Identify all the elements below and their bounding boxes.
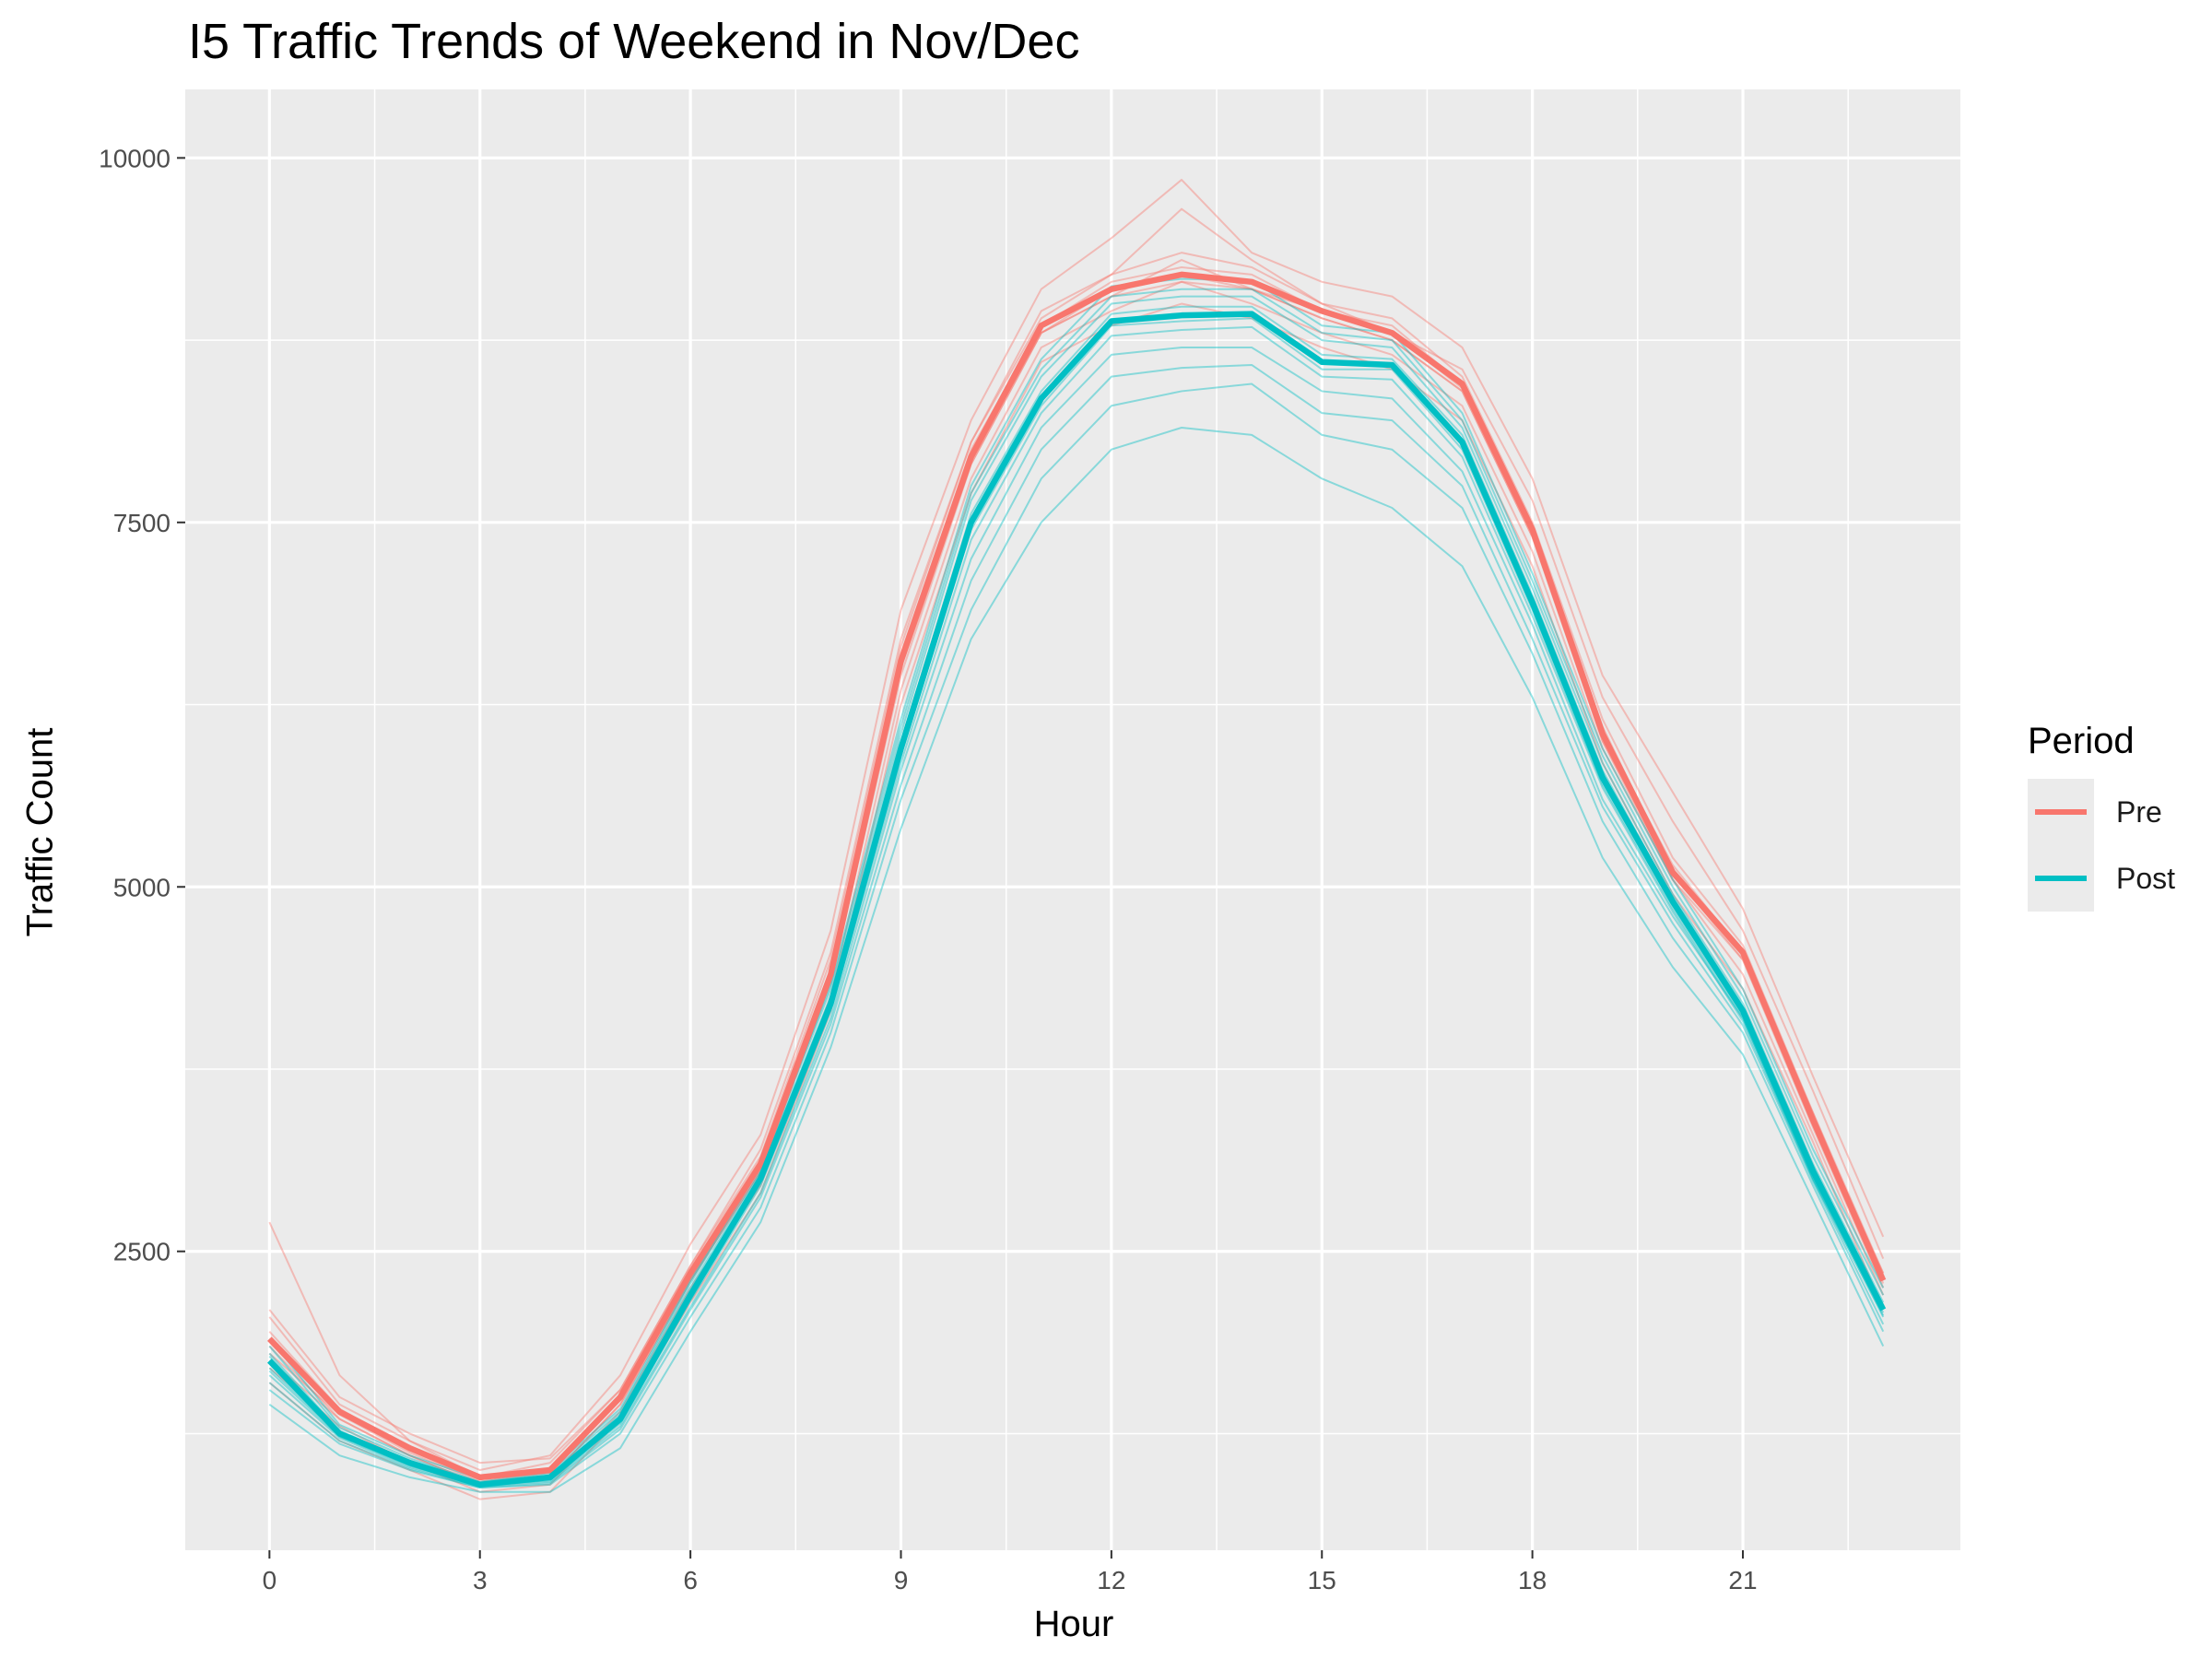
day-line-post bbox=[268, 426, 1885, 1493]
day-line-pre bbox=[268, 179, 1885, 1471]
legend-item-post: Post bbox=[2028, 845, 2175, 912]
day-line-pre bbox=[268, 302, 1885, 1500]
series-line-post bbox=[267, 311, 1887, 1488]
legend-swatch-post bbox=[2035, 876, 2087, 881]
legend-key-pre bbox=[2028, 779, 2094, 845]
x-tick-label: 21 bbox=[1728, 1566, 1757, 1594]
day-line-post bbox=[268, 382, 1885, 1488]
major-gridlines bbox=[185, 89, 1960, 1550]
series-line-pre bbox=[267, 271, 1887, 1481]
legend-item-pre: Pre bbox=[2028, 779, 2175, 845]
x-axis-title: Hour bbox=[1033, 1604, 1114, 1644]
x-tick-label: 12 bbox=[1097, 1566, 1125, 1594]
y-tick-label: 5000 bbox=[113, 873, 171, 901]
x-tick-label: 9 bbox=[894, 1566, 909, 1594]
legend-title: Period bbox=[2028, 721, 2135, 761]
x-tick-label: 15 bbox=[1308, 1566, 1336, 1594]
day-line-post bbox=[268, 288, 1885, 1483]
x-tick-label: 3 bbox=[473, 1566, 488, 1594]
y-tick-label: 10000 bbox=[99, 144, 171, 172]
y-tick-label: 7500 bbox=[113, 509, 171, 537]
mean-lines bbox=[267, 271, 1887, 1488]
day-line-post bbox=[268, 363, 1885, 1488]
chart-title: I5 Traffic Trends of Weekend in Nov/Dec bbox=[188, 14, 1080, 69]
legend: Period Pre Post bbox=[2028, 721, 2175, 912]
legend-label-pre: Pre bbox=[2116, 794, 2162, 829]
x-tick-label: 18 bbox=[1518, 1566, 1547, 1594]
axis-ticks: 0 3 6 9 12 15 18 21 2500 5000 7500 10000 bbox=[99, 144, 1757, 1594]
day-line-pre bbox=[268, 207, 1885, 1465]
y-tick-label: 2500 bbox=[113, 1238, 171, 1266]
day-line-pre bbox=[268, 280, 1885, 1493]
legend-label-post: Post bbox=[2116, 861, 2176, 895]
y-axis-title: Traffic Count bbox=[19, 727, 61, 937]
day-line-pre bbox=[268, 252, 1885, 1478]
legend-key-post bbox=[2028, 845, 2094, 912]
legend-swatch-pre bbox=[2035, 809, 2087, 815]
x-tick-label: 6 bbox=[683, 1566, 698, 1594]
x-tick-label: 0 bbox=[263, 1566, 277, 1594]
day-line-post bbox=[268, 346, 1885, 1488]
minor-gridlines bbox=[185, 89, 1960, 1550]
